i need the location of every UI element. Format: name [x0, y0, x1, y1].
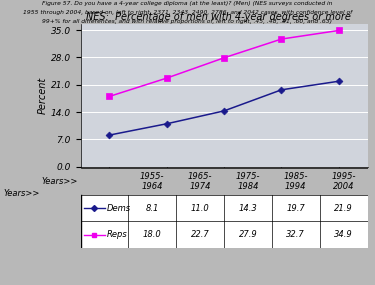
Text: Figure 57. Do you have a 4-year college diploma (at the least)? (Men) (NES surve: Figure 57. Do you have a 4-year college …: [42, 1, 333, 7]
Text: NES:  Percentage of men with 4-year degrees or more: NES: Percentage of men with 4-year degre…: [86, 12, 351, 22]
Text: 8.1: 8.1: [146, 203, 159, 213]
Text: 1975-
1984: 1975- 1984: [236, 172, 260, 191]
Text: 27.9: 27.9: [238, 230, 257, 239]
Text: 34.9: 34.9: [334, 230, 353, 239]
Text: 1995-
2004: 1995- 2004: [332, 172, 356, 191]
Text: 1965-
1974: 1965- 1974: [188, 172, 212, 191]
Bar: [81, 195, 368, 221]
Text: 21.9: 21.9: [334, 203, 353, 213]
Text: 22.7: 22.7: [191, 230, 210, 239]
Text: 1955-
1964: 1955- 1964: [140, 172, 165, 191]
Text: 14.3: 14.3: [238, 203, 257, 213]
Text: 99+% for all differences, and with relative proportions of, left to right, .45, : 99+% for all differences, and with relat…: [42, 19, 333, 24]
Bar: [81, 221, 368, 248]
Text: Years>>: Years>>: [42, 177, 78, 186]
Text: 1955 through 2004, based on, left to right, 2371, 2343, 2490, 2786, and 2042 cas: 1955 through 2004, based on, left to rig…: [23, 10, 352, 15]
Bar: [81, 168, 368, 195]
Text: 19.7: 19.7: [286, 203, 305, 213]
Text: Reps: Reps: [107, 230, 128, 239]
Text: Dems: Dems: [107, 203, 131, 213]
Text: 18.0: 18.0: [143, 230, 162, 239]
Text: Years>>: Years>>: [4, 189, 40, 198]
Y-axis label: Percent: Percent: [38, 77, 48, 114]
Text: 32.7: 32.7: [286, 230, 305, 239]
Text: 11.0: 11.0: [191, 203, 210, 213]
Text: 1985-
1994: 1985- 1994: [284, 172, 308, 191]
